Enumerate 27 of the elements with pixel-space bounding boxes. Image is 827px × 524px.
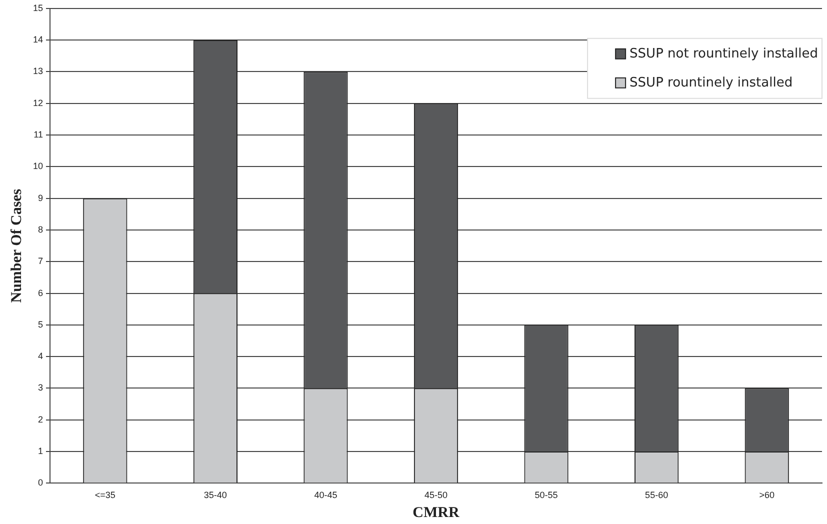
x-tick-label: 35-40 xyxy=(204,490,227,500)
y-tick-label: 9 xyxy=(38,192,44,203)
legend-label: SSUP not rountinely installed xyxy=(630,46,818,62)
x-axis-title: CMRR xyxy=(412,504,460,521)
y-tick-label: 3 xyxy=(38,382,44,393)
y-tick-label: 10 xyxy=(32,161,44,172)
y-axis-title: Number Of Cases xyxy=(8,188,25,303)
x-tick-label: 40-45 xyxy=(314,490,338,500)
y-tick-label: 13 xyxy=(32,66,44,76)
y-tick-label: 0 xyxy=(38,478,44,488)
x-tick-label: 55-60 xyxy=(645,490,668,500)
y-tick-label: 12 xyxy=(32,98,44,108)
x-tick-label: >60 xyxy=(759,490,774,500)
y-tick-label: 2 xyxy=(38,414,44,424)
y-tick-label: 1 xyxy=(38,446,44,456)
x-tick-label: 50-55 xyxy=(534,490,558,500)
y-tick-label: 7 xyxy=(38,256,44,266)
x-tick-label: 45-50 xyxy=(424,490,448,500)
y-tick-label: 6 xyxy=(38,288,44,298)
y-tick-label: 11 xyxy=(34,130,44,140)
y-tick-label: 4 xyxy=(38,351,44,362)
legend-label: SSUP rountinely installed xyxy=(630,75,793,90)
y-tick-label: 14 xyxy=(32,34,44,45)
x-tick-label: <=35 xyxy=(94,490,116,500)
y-tick-label: 8 xyxy=(38,224,44,234)
y-tick-label: 15 xyxy=(32,2,44,13)
y-tick-label: 5 xyxy=(38,319,44,330)
